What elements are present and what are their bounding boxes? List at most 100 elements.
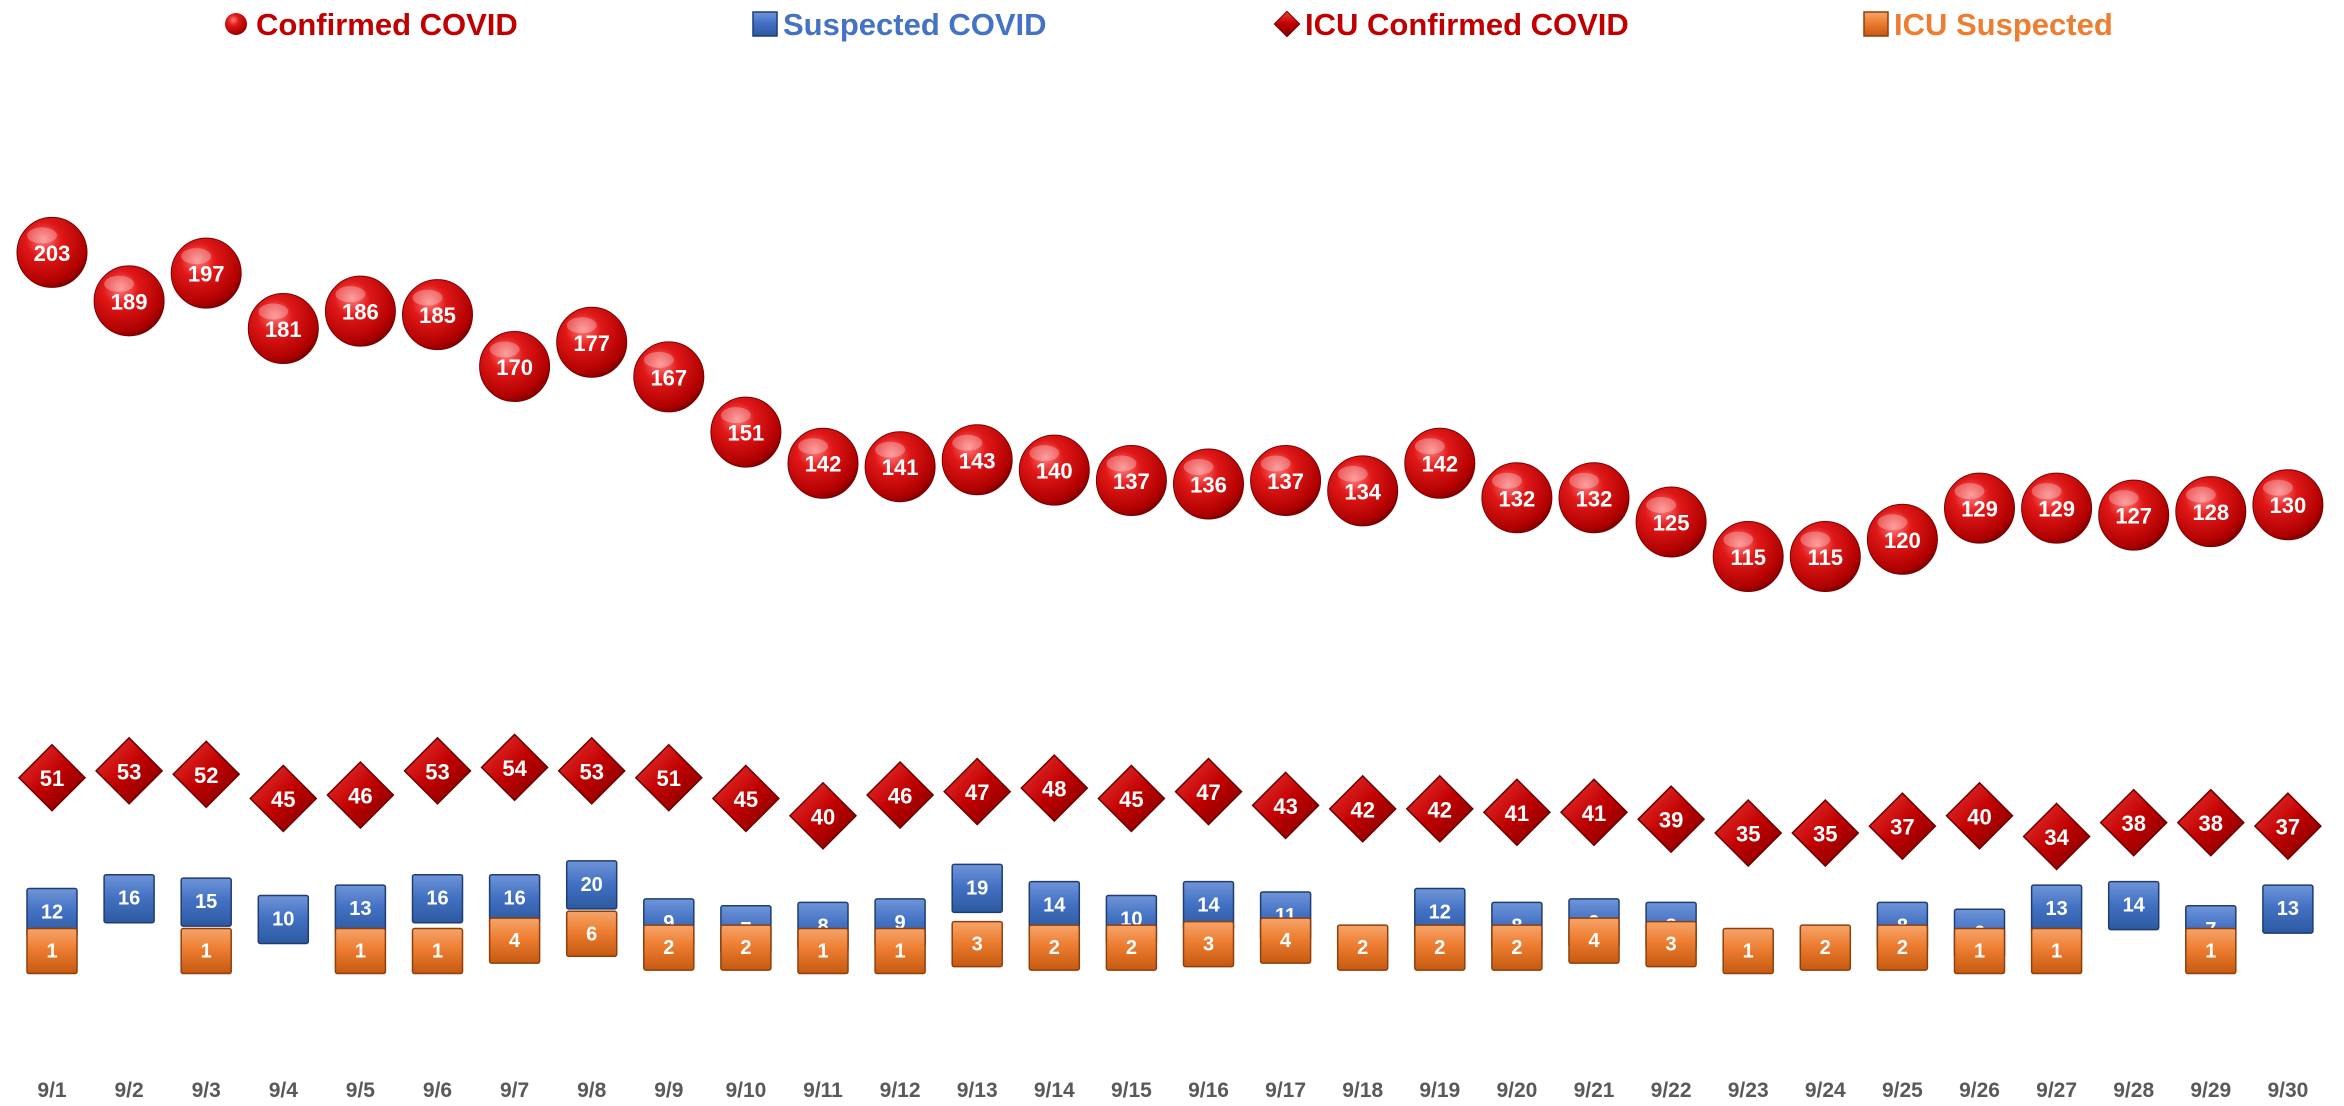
sphere-highlight xyxy=(1877,514,1908,531)
icu-suspected-marker xyxy=(2185,927,2237,975)
icu-suspected-point: 4 xyxy=(1259,917,1312,964)
icu-suspected-point: 3 xyxy=(1645,920,1697,968)
icu-suspected-point: 2 xyxy=(1336,924,1389,971)
icu-suspected-point: 1 xyxy=(334,927,387,975)
icu-suspected-point: 1 xyxy=(874,927,926,975)
icu-suspected-marker xyxy=(1876,924,1929,971)
icu-suspected-label: 1 xyxy=(201,941,212,963)
confirmed-covid-point: 141 xyxy=(864,431,936,503)
suspected-covid-marker xyxy=(180,877,232,927)
icu-suspected-point: 2 xyxy=(1105,924,1158,971)
confirmed-covid-point: 115 xyxy=(1789,521,1861,593)
icu-suspected-marker xyxy=(797,927,849,975)
x-tick-label: 9/3 xyxy=(192,1079,221,1102)
confirmed-covid-point: 170 xyxy=(479,330,551,402)
chart-legend: Confirmed COVID Suspected COVID ICU Conf… xyxy=(225,7,2113,42)
confirmed-covid-marker xyxy=(556,306,628,378)
icu-confirmed-marker xyxy=(1714,798,1783,868)
icu-confirmed-point: 51 xyxy=(634,743,703,812)
sphere-highlight xyxy=(258,303,289,320)
icu-confirmed-marker xyxy=(1405,774,1474,843)
icu-suspected-point: 4 xyxy=(488,917,541,964)
confirmed-covid-label: 120 xyxy=(1884,528,1921,553)
icu-suspected-point: 4 xyxy=(1568,917,1620,964)
legend-item-icu-confirmed: ICU Confirmed COVID xyxy=(1273,7,1629,42)
legend-label-icu-suspected: ICU Suspected xyxy=(1894,7,2113,42)
icu-confirmed-point: 42 xyxy=(1328,774,1397,843)
x-tick-label: 9/10 xyxy=(725,1079,766,1102)
icu-suspected-label: 2 xyxy=(1126,937,1137,959)
icu-suspected-label: 2 xyxy=(1049,937,1060,959)
icu-suspected-point: 1 xyxy=(180,927,232,975)
suspected-covid-label: 13 xyxy=(2045,898,2067,920)
suspected-covid-point: 13 xyxy=(334,884,387,934)
icu-suspected-marker xyxy=(180,927,232,975)
icu-suspected-marker xyxy=(1182,920,1235,968)
confirmed-covid-point: 130 xyxy=(2252,469,2324,541)
sphere-highlight xyxy=(1029,445,1060,462)
icu-confirmed-label: 47 xyxy=(965,780,989,805)
confirmed-covid-marker xyxy=(633,341,705,413)
suspected-covid-label: 5 xyxy=(1357,906,1368,927)
confirmed-covid-point: 142 xyxy=(1404,427,1476,499)
x-tick-label: 9/4 xyxy=(269,1079,299,1102)
suspected-covid-label: 14 xyxy=(1043,895,1066,917)
confirmed-covid-label: 115 xyxy=(1730,545,1766,570)
suspected-covid-marker xyxy=(103,873,155,924)
icu-confirmed-label: 53 xyxy=(425,759,449,784)
icu-confirmed-point: 40 xyxy=(788,781,858,850)
icu-suspected-marker xyxy=(1722,927,1774,975)
icu-confirmed-marker xyxy=(1020,754,1089,823)
confirmed-covid-label: 140 xyxy=(1036,459,1073,484)
icu-suspected-marker xyxy=(1414,924,1466,971)
icu-suspected-marker xyxy=(1105,924,1158,971)
icu-suspected-marker xyxy=(411,927,464,975)
icu-suspected-marker xyxy=(488,917,541,964)
icu-suspected-label: 3 xyxy=(972,934,983,956)
icu-confirmed-marker xyxy=(17,743,87,812)
confirmed-covid-point: 189 xyxy=(93,265,165,337)
suspected-covid-marker xyxy=(565,860,618,910)
suspected-covid-label: 8 xyxy=(817,915,828,937)
confirmed-covid-marker xyxy=(941,424,1013,496)
icu-suspected-label: 3 xyxy=(1666,934,1677,956)
confirmed-covid-marker xyxy=(2098,479,2170,551)
x-tick-label: 9/27 xyxy=(2036,1079,2077,1102)
icu-suspected-label: 3 xyxy=(1203,934,1214,956)
icu-confirmed-point: 35 xyxy=(1791,798,1860,868)
icu-suspected-label: 2 xyxy=(1820,937,1831,959)
suspected-covid-label: 16 xyxy=(426,888,448,910)
sphere-highlight xyxy=(1491,472,1522,489)
legend-label-icu-confirmed: ICU Confirmed COVID xyxy=(1305,7,1629,42)
icu-suspected-marker xyxy=(1799,924,1852,971)
icu-confirmed-point: 52 xyxy=(172,740,241,809)
sphere-highlight xyxy=(181,248,212,265)
icu-confirmed-point: 46 xyxy=(326,760,395,830)
icu-confirmed-label: 41 xyxy=(1582,801,1606,826)
suspected-covid-marker xyxy=(951,863,1003,914)
legend-item-confirmed: Confirmed COVID xyxy=(225,7,518,42)
x-tick-label: 9/12 xyxy=(880,1079,921,1102)
suspected-covid-point: 13 xyxy=(2262,884,2314,934)
sphere-highlight xyxy=(2262,479,2293,496)
icu-confirmed-label: 38 xyxy=(2121,811,2145,836)
icu-suspected-label: 6 xyxy=(586,923,597,945)
confirmed-covid-point: 203 xyxy=(16,216,88,288)
confirmed-covid-marker xyxy=(1789,521,1861,593)
icu-confirmed-point: 45 xyxy=(1097,764,1166,833)
icu-suspected-label: 1 xyxy=(817,941,828,963)
icu-confirmed-marker xyxy=(95,736,164,805)
icu-confirmed-marker xyxy=(1791,798,1860,868)
icu-suspected-marker xyxy=(720,924,772,971)
x-tick-label: 9/5 xyxy=(346,1079,376,1102)
confirmed-covid-point: 129 xyxy=(1944,472,2015,544)
confirmed-covid-label: 181 xyxy=(265,317,302,342)
x-tick-label: 9/13 xyxy=(957,1079,998,1102)
icu-confirmed-marker xyxy=(866,760,935,830)
icu-confirmed-label: 48 xyxy=(1042,777,1066,802)
icu-confirmed-point: 35 xyxy=(1714,798,1783,868)
icu-suspected-point: 1 xyxy=(1722,927,1774,975)
suspected-covid-label: 15 xyxy=(195,891,217,913)
x-tick-label: 9/22 xyxy=(1651,1079,1692,1102)
icu-confirmed-label: 53 xyxy=(117,759,141,784)
